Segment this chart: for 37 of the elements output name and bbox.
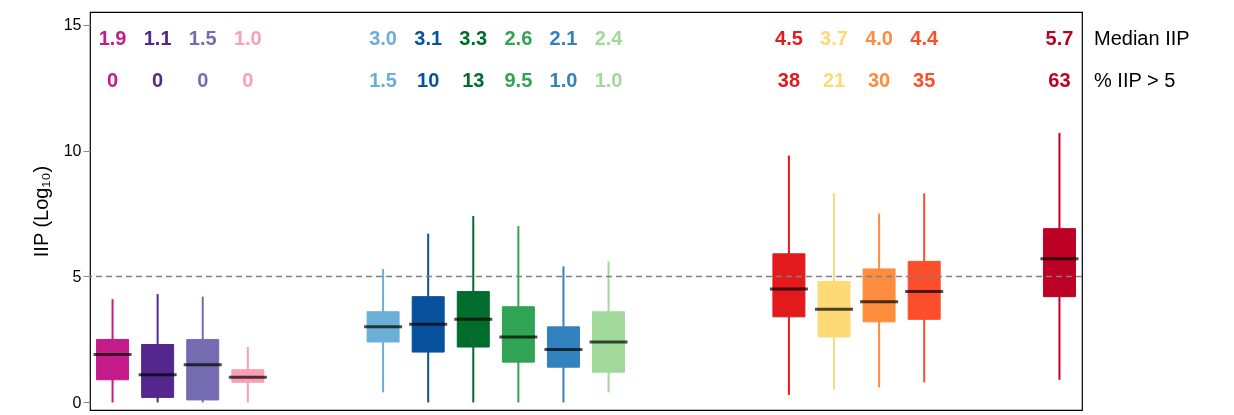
annotation: 10 [417,69,440,91]
annotation: 9.5 [504,69,533,91]
annotation: 0 [152,69,164,91]
annotation: 0 [197,69,209,91]
text: % IIP > 5 [1094,69,1176,91]
text: 2.6 [504,27,533,49]
annotation: 1.5 [188,27,217,49]
text: 3.1 [414,27,443,49]
annotation: 21 [822,69,846,91]
annotation: 35 [913,69,936,91]
annotation: 38 [777,69,801,91]
text: Median IIP [1094,27,1190,49]
text: 4.0 [865,27,893,49]
annotation: 30 [867,69,891,91]
text: 5.7 [1045,27,1074,49]
text: 1.1 [143,27,172,49]
y-tick-label: 15 [63,16,82,34]
y-tick-label: 0 [72,393,82,411]
annotation: 0 [242,69,254,91]
annotation: 13 [462,69,485,91]
text: 3.7 [820,27,848,49]
text: 4.4 [910,27,939,49]
annotation: 1.0 [233,27,262,49]
text: 3.0 [369,27,397,49]
y-tick-label: 10 [63,142,82,160]
text: 4.5 [775,27,803,49]
text: 2.1 [549,27,578,49]
text: 1.9 [98,27,127,49]
y-tick-label: 5 [72,267,82,285]
annotation: 0 [106,69,119,91]
text: 1.5 [369,69,397,91]
y-axis-title: IIP (Log₁₀) [29,165,52,258]
text: 1.0 [594,69,623,91]
annotation: 63 [1048,69,1071,91]
text: 2.4 [594,27,623,49]
text: 3.3 [459,27,488,49]
annotation: 1.0 [549,69,578,91]
